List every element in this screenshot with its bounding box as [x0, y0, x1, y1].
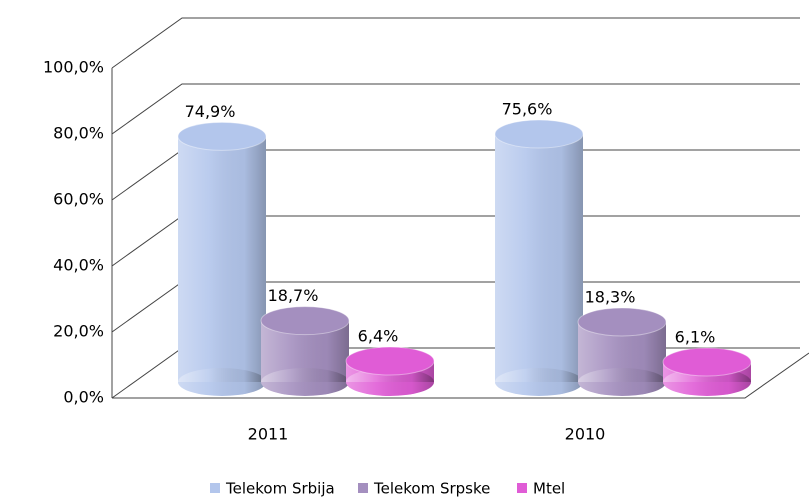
- y-tick-label: 80,0%: [53, 124, 104, 143]
- legend-label: Telekom Srpske: [373, 480, 490, 498]
- cylinder-shade-base: [261, 368, 349, 396]
- value-label: 75,6%: [502, 100, 553, 119]
- y-tick-label: 0,0%: [63, 388, 104, 407]
- cylinder-top: [662, 347, 752, 377]
- value-label: 6,1%: [675, 327, 716, 346]
- floor: [112, 352, 809, 399]
- legend-swatch: [210, 483, 220, 493]
- value-label: 6,4%: [358, 327, 399, 346]
- grid-line: [111, 83, 800, 135]
- x-tick-label: 2011: [248, 425, 289, 444]
- value-label: 18,3%: [585, 287, 636, 306]
- legend-label: Telekom Srbija: [225, 480, 335, 498]
- y-tick-label: 20,0%: [53, 322, 104, 341]
- legend-label: Mtel: [533, 480, 565, 498]
- cylinder-top: [577, 307, 667, 337]
- cylinder-top: [260, 306, 350, 336]
- cylinder-shade-base: [578, 368, 666, 396]
- y-tick-label: 60,0%: [53, 190, 104, 209]
- legend-swatch: [517, 483, 527, 493]
- cylinder-top: [177, 121, 267, 151]
- x-tick-label: 2010: [565, 425, 606, 444]
- value-label: 18,7%: [268, 286, 319, 305]
- y-tick-label: 40,0%: [53, 256, 104, 275]
- cylinder-shade: [178, 136, 266, 382]
- cylinder-shade: [495, 134, 583, 382]
- legend-swatch: [358, 483, 368, 493]
- cylinder-shade-base: [663, 368, 751, 396]
- cylinder-top: [345, 346, 435, 376]
- cylinder-shade-base: [346, 368, 434, 396]
- grid-line: [111, 17, 800, 69]
- cylinder-top: [494, 119, 584, 149]
- y-tick-label: 100,0%: [43, 58, 104, 77]
- cylinder-shade-base: [178, 368, 266, 396]
- value-label: 74,9%: [185, 102, 236, 121]
- cylinder-shade-base: [495, 368, 583, 396]
